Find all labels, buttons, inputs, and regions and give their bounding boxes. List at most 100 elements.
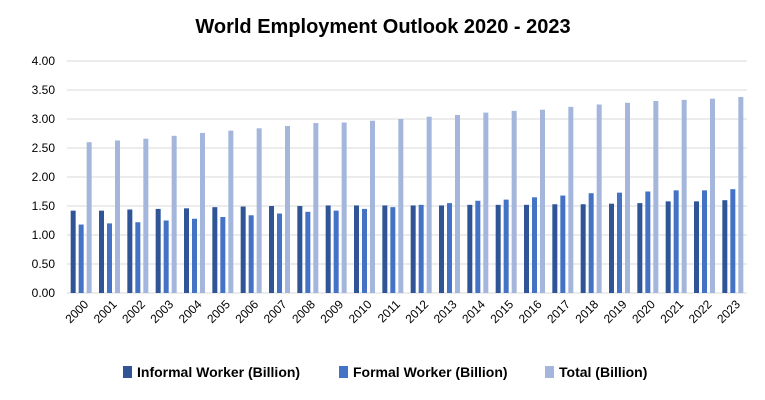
bar-formal-2022 [702,190,707,293]
bar-total-2011 [398,119,404,293]
bar-formal-2019 [617,192,622,293]
bar-informal-2005 [212,207,218,293]
x-tick-label: 2004 [176,297,205,326]
bar-formal-2021 [673,190,679,293]
bar-informal-2019 [609,203,614,293]
x-tick-label: 2001 [91,297,120,326]
y-tick-label: 4.00 [32,54,56,68]
y-tick-label: 1.00 [32,228,56,242]
bar-formal-2001 [107,223,112,293]
bar-informal-2012 [410,205,416,293]
bar-total-2003 [171,135,177,293]
bar-formal-2018 [588,193,594,293]
legend-swatch [545,366,554,378]
bar-informal-2003 [155,208,161,293]
bar-informal-2011 [382,205,388,293]
x-tick-label: 2023 [714,297,743,326]
bar-informal-2008 [297,206,303,293]
x-tick-label: 2020 [629,297,658,326]
bar-informal-2009 [325,205,331,293]
bar-informal-2001 [99,210,104,293]
bar-total-2018 [596,104,602,293]
bar-informal-2007 [269,206,274,293]
bar-informal-2010 [354,205,359,293]
bar-formal-2012 [418,204,424,293]
bar-formal-2002 [135,222,141,293]
bar-total-2000 [86,142,92,293]
bar-total-2019 [625,102,630,293]
bar-total-2012 [426,116,432,294]
x-tick-label: 2003 [148,297,177,326]
x-tick-label: 2014 [459,297,488,326]
x-tick-label: 2021 [658,297,687,326]
x-tick-label: 2000 [63,297,92,326]
bar-total-2017 [568,106,574,293]
legend-item: Formal Worker (Billion) [339,364,508,380]
bar-total-2006 [256,128,262,293]
bar-formal-2009 [333,210,339,293]
x-tick-label: 2011 [375,297,403,325]
y-axis: 0.00 0.50 1.00 1.50 2.00 2.50 3.00 3.50 4.00 [32,54,56,300]
bars [70,96,744,294]
bar-informal-2017 [552,204,558,293]
bar-total-2013 [455,114,460,293]
x-tick-label: 2002 [119,297,148,326]
bar-total-2016 [540,109,545,293]
bar-informal-2016 [524,204,529,293]
x-tick-label: 2010 [346,297,375,326]
bar-informal-2022 [694,201,699,293]
bar-total-2007 [285,125,290,294]
x-tick-label: 2015 [488,297,517,326]
bar-informal-2020 [637,203,643,293]
bar-formal-2020 [645,191,651,293]
bar-informal-2023 [722,200,728,293]
bar-formal-2010 [362,208,367,293]
bar-informal-2006 [240,206,246,293]
bar-total-2005 [228,130,234,293]
bar-formal-2003 [163,220,169,293]
bar-formal-2017 [560,195,566,293]
x-tick-label: 2005 [204,297,233,326]
x-tick-label: 2017 [544,297,573,326]
bar-informal-2018 [580,204,586,293]
bar-formal-2005 [220,217,226,293]
x-tick-label: 2022 [686,297,715,326]
bar-formal-2015 [503,199,509,293]
gridlines [67,60,747,294]
bar-total-2010 [370,120,375,294]
bar-informal-2000 [70,210,76,293]
bar-informal-2014 [467,204,473,293]
bar-formal-2011 [390,207,396,293]
bar-informal-2015 [495,204,501,293]
bar-total-2023 [738,96,744,294]
legend-item: Informal Worker (Billion) [123,364,300,380]
bar-total-2015 [511,110,517,293]
chart-title: World Employment Outlook 2020 - 2023 [195,16,570,38]
y-tick-label: 2.00 [32,170,56,184]
bar-total-2020 [653,101,659,294]
bar-total-2004 [200,132,205,293]
legend-label: Total (Billion) [559,364,647,380]
bar-formal-2000 [78,224,84,293]
bar-formal-2016 [532,197,537,293]
x-tick-label: 2008 [289,297,318,326]
bar-formal-2004 [192,218,197,293]
x-tick-label: 2016 [516,297,545,326]
y-tick-label: 1.50 [32,199,56,213]
x-tick-label: 2018 [573,297,602,326]
bar-formal-2008 [305,211,311,293]
legend: Informal Worker (Billion) Formal Worker (… [123,364,647,380]
bar-formal-2023 [730,189,736,293]
bar-formal-2014 [475,200,481,293]
legend-item: Total (Billion) [545,364,647,380]
bar-total-2014 [483,112,489,294]
x-axis: 2000 2001 2002 2003 2004 2005 2006 2007 2008 2009… [63,297,744,326]
bar-informal-2002 [127,209,133,293]
legend-swatch [123,366,132,378]
bar-formal-2007 [277,213,282,293]
bar-informal-2021 [665,201,671,293]
bar-formal-2013 [447,203,452,293]
bar-total-2001 [115,140,120,293]
y-tick-label: 3.50 [32,83,56,97]
